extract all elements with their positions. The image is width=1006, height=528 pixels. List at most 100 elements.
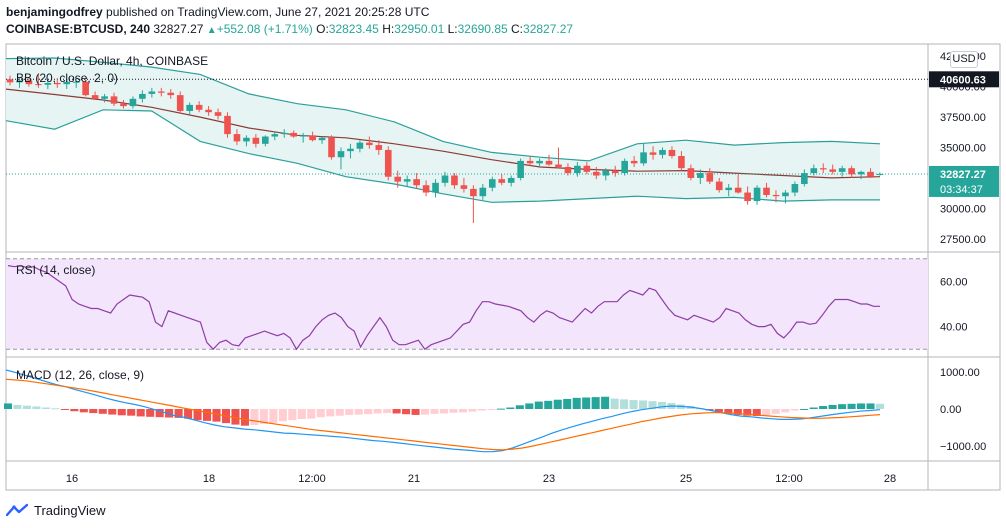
- currency-badge[interactable]: USD: [950, 51, 978, 68]
- candle-body: [290, 132, 298, 137]
- candle-body: [488, 179, 496, 188]
- macd-histogram-bar: [335, 409, 344, 416]
- macd-histogram-bar: [117, 409, 126, 416]
- macd-histogram-bar: [32, 406, 41, 409]
- candle-body: [734, 187, 742, 193]
- macd-histogram-bar: [752, 409, 761, 417]
- candle-body: [810, 168, 818, 174]
- candle-body: [271, 134, 279, 137]
- hline-price-tag: [929, 71, 999, 88]
- candle-body: [262, 136, 269, 144]
- candle-body: [214, 112, 222, 116]
- macd-histogram-bar: [781, 409, 790, 413]
- price-axis-label: 37500.00: [940, 112, 986, 124]
- candle-body: [35, 84, 42, 86]
- candle-body: [621, 160, 628, 174]
- candle-body: [697, 173, 704, 178]
- candle-body: [157, 91, 165, 93]
- candle-body: [356, 142, 364, 149]
- macd-histogram-bar: [553, 399, 562, 409]
- candle-body: [72, 81, 80, 83]
- macd-histogram-bar: [250, 409, 259, 425]
- macd-axis-label: 1000.00: [940, 367, 980, 379]
- price-axis-label: 35000.00: [940, 143, 986, 155]
- time-axis-label: 12:00: [298, 473, 326, 485]
- candle-body: [659, 149, 666, 155]
- candle-body: [328, 137, 335, 158]
- macd-histogram-bar: [601, 396, 610, 409]
- candle-body: [592, 171, 600, 176]
- macd-histogram-bar: [733, 409, 742, 415]
- candle-body: [413, 179, 420, 186]
- candle-body: [744, 192, 751, 202]
- candle-body: [129, 98, 137, 107]
- time-axis-label: 18: [203, 473, 215, 485]
- candle-body: [507, 177, 515, 183]
- macd-histogram-bar: [421, 409, 430, 415]
- candle-body: [432, 182, 439, 193]
- candle-body: [337, 151, 345, 158]
- macd-histogram-bar: [316, 409, 325, 418]
- candle-body: [243, 137, 250, 142]
- published-text: published on TradingView.com, June 27, 2…: [106, 5, 430, 19]
- macd-histogram-bar: [411, 409, 420, 415]
- macd-histogram-bar: [477, 409, 486, 411]
- candle-body: [791, 184, 799, 193]
- bb-legend[interactable]: BB (20, close, 2, 0): [16, 71, 119, 85]
- macd-histogram-bar: [875, 403, 885, 409]
- macd-histogram-bar: [657, 401, 667, 409]
- candle-body: [186, 104, 193, 111]
- macd-histogram-bar: [847, 403, 856, 409]
- macd-histogram-bar: [60, 409, 69, 410]
- macd-histogram-bar: [762, 409, 771, 416]
- candle-body: [498, 179, 506, 183]
- candle-body: [867, 171, 874, 177]
- macd-histogram-bar: [174, 409, 183, 418]
- high-value: 32950.01: [394, 22, 445, 36]
- time-axis-label: 12:00: [775, 473, 803, 485]
- macd-histogram-bar: [468, 409, 477, 412]
- candle-body: [687, 168, 695, 178]
- candle-body: [649, 152, 657, 155]
- macd-histogram-bar: [838, 404, 847, 409]
- rsi-legend[interactable]: RSI (14, close): [16, 263, 96, 277]
- candle-body: [583, 165, 591, 172]
- candle-body: [120, 103, 127, 107]
- publish-line: benjamingodfrey published on TradingView…: [6, 5, 429, 20]
- macd-legend[interactable]: MACD (12, 26, close, 9): [16, 368, 145, 382]
- macd-histogram-bar: [449, 409, 458, 413]
- candle-body: [782, 192, 789, 197]
- candle-body: [25, 80, 33, 85]
- price-axis-label: 27500.00: [940, 234, 986, 246]
- macd-histogram-bar: [819, 406, 828, 409]
- macd-histogram-bar: [610, 398, 619, 409]
- author-name[interactable]: benjamingodfrey: [6, 5, 103, 19]
- time-axis-label: 23: [543, 473, 555, 485]
- tradingview-brand[interactable]: TradingView: [34, 502, 106, 518]
- candle-body: [545, 160, 553, 165]
- macd-histogram-bar: [193, 409, 202, 421]
- macd-histogram-bar: [714, 409, 723, 413]
- macd-histogram-bar: [89, 409, 98, 414]
- candle-body: [838, 168, 846, 172]
- symbol-line: COINBASE:BTCUSD, 240 32827.27 ▲+552.08 (…: [6, 22, 573, 38]
- rsi-line: [7, 264, 880, 351]
- candle-body: [347, 148, 354, 152]
- candle-body: [555, 164, 562, 167]
- macd-histogram-bar: [165, 409, 174, 418]
- candle-body: [706, 173, 714, 182]
- candle-body: [536, 160, 543, 164]
- candle-body: [167, 92, 175, 96]
- candle-body: [139, 93, 146, 99]
- macd-histogram-bar: [591, 397, 600, 409]
- last-price-label: 32827.27: [940, 169, 986, 181]
- candle-body: [574, 165, 581, 174]
- candle-body: [460, 185, 468, 189]
- candle-body: [280, 132, 288, 135]
- macd-histogram-bar: [506, 407, 515, 409]
- chart-title[interactable]: Bitcoin / U.S. Dollar, 4h, COINBASE: [16, 54, 209, 68]
- candle-body: [176, 95, 184, 111]
- symbol-name[interactable]: COINBASE:BTCUSD, 240: [6, 22, 151, 36]
- macd-histogram-bar: [231, 409, 240, 425]
